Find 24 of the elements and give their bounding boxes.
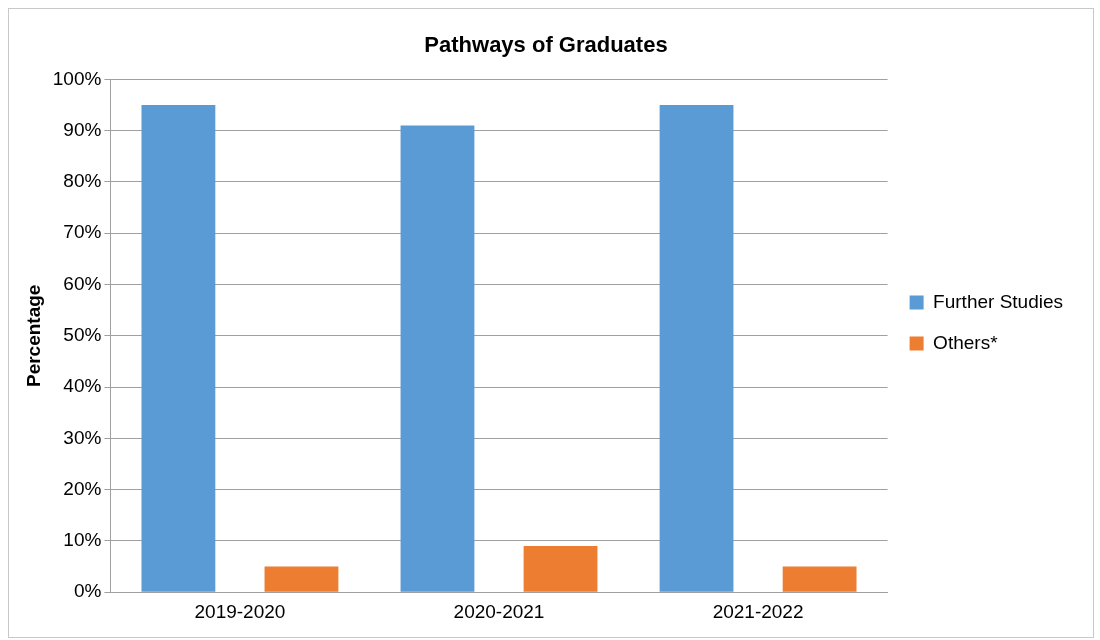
y-tick-label: 20% bbox=[63, 477, 102, 499]
y-tick-label: 10% bbox=[63, 529, 102, 551]
x-tick-label: 2021-2022 bbox=[712, 600, 804, 622]
bar bbox=[141, 105, 216, 592]
y-tick-label: 0% bbox=[73, 580, 102, 602]
y-tick-label: 100% bbox=[52, 67, 102, 89]
y-tick-label: 80% bbox=[63, 170, 102, 192]
bar bbox=[523, 546, 598, 592]
y-tick-label: 90% bbox=[63, 118, 102, 140]
y-tick-label: 70% bbox=[63, 221, 102, 243]
legend-label: Others* bbox=[933, 331, 999, 353]
x-tick-label: 2020-2021 bbox=[453, 600, 545, 622]
y-tick-label: 60% bbox=[63, 272, 102, 294]
legend-label: Further Studies bbox=[933, 290, 1064, 312]
y-tick-label: 40% bbox=[63, 375, 102, 397]
y-tick-label: 50% bbox=[63, 324, 102, 346]
y-tick-label: 30% bbox=[63, 426, 102, 448]
bar bbox=[782, 566, 857, 592]
chart-title: Pathways of Graduates bbox=[424, 32, 668, 58]
x-tick-label: 2019-2020 bbox=[194, 600, 286, 622]
bar bbox=[400, 125, 475, 592]
y-axis-title: Percentage bbox=[22, 284, 44, 388]
bar bbox=[659, 105, 734, 592]
bar bbox=[264, 566, 339, 592]
